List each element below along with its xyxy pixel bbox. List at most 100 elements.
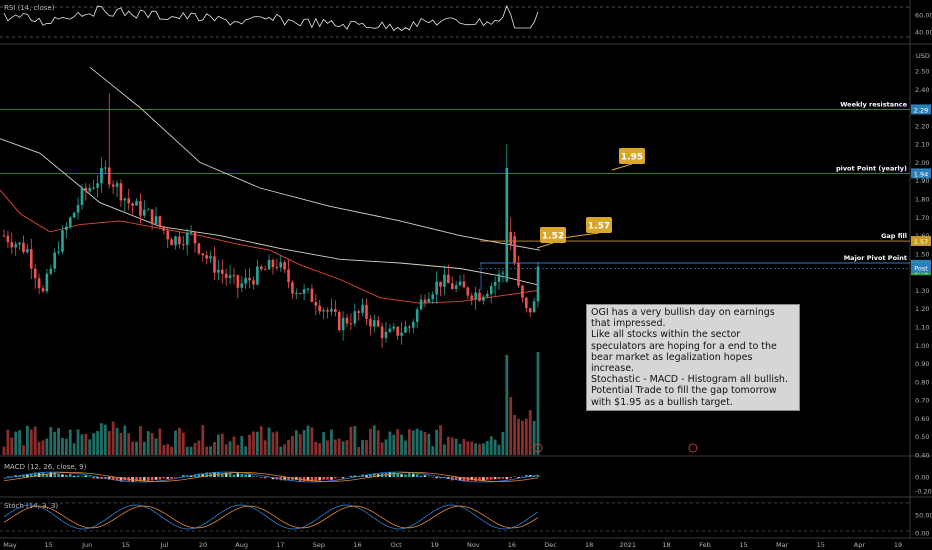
note-line-2: Like all stocks within the sector specul… <box>591 329 777 375</box>
volume-bar <box>493 439 497 455</box>
volume-bar <box>279 446 283 455</box>
macd-histogram-bar <box>404 474 407 477</box>
volume-bar <box>423 431 427 455</box>
stoch-tick-label: 50.00 <box>915 512 932 520</box>
volume-bar <box>61 437 64 455</box>
volume-bar <box>166 444 170 455</box>
macd-histogram-bar <box>505 477 509 480</box>
price-tag-label: Post <box>914 265 928 273</box>
candle-body <box>302 289 306 294</box>
volume-bar <box>72 443 76 455</box>
volume-bar <box>446 436 450 455</box>
candle-body <box>76 205 80 213</box>
candle-body <box>408 326 411 328</box>
candle-body <box>396 326 399 336</box>
candle-body <box>84 187 88 192</box>
volume-bar <box>37 441 41 455</box>
volume-bar <box>396 429 400 455</box>
macd-histogram-bar <box>415 474 419 477</box>
candle-body <box>244 277 247 284</box>
candle-body <box>57 251 60 253</box>
macd-histogram-bar <box>489 477 493 480</box>
volume-bar <box>267 427 271 455</box>
volume-bar <box>107 431 111 455</box>
volume-bar <box>170 446 174 455</box>
candle-body <box>486 294 489 297</box>
candle-body <box>256 266 259 285</box>
volume-bar <box>244 446 248 455</box>
volume-bar <box>400 434 403 455</box>
macd-histogram-bar <box>252 476 255 477</box>
macd-histogram-bar <box>240 474 244 477</box>
volume-bar <box>185 446 189 455</box>
rsi-label: RSI (14, close) <box>4 4 55 12</box>
candle-body <box>458 281 462 286</box>
volume-bar <box>135 441 138 455</box>
candle-body <box>291 282 294 294</box>
candle-body <box>376 320 380 327</box>
volume-bar <box>489 436 493 455</box>
macd-histogram-bar <box>174 477 177 478</box>
candle-body <box>415 309 419 322</box>
price-tag-box <box>911 236 931 247</box>
macd-histogram-bar <box>408 473 411 477</box>
candle-body <box>18 242 21 245</box>
time-tick-label: 16 <box>508 541 516 549</box>
candle-body <box>478 292 481 301</box>
candle-body <box>72 212 76 218</box>
macd-label: MACD (12, 26, close, 9) <box>4 463 87 471</box>
volume-bar <box>454 438 458 455</box>
ma-50-line <box>0 189 539 304</box>
volume-bar <box>333 439 337 455</box>
callout-gap: 1.57 <box>588 222 610 232</box>
price-tick-label: 1.90 <box>915 177 929 185</box>
candle-body <box>365 304 368 320</box>
macd-histogram-bar <box>372 473 376 477</box>
volume-bar <box>41 440 45 455</box>
volume-bar <box>252 431 255 455</box>
price-tick-label: 1.80 <box>915 196 929 204</box>
volume-bar <box>236 444 240 455</box>
volume-bar <box>14 431 18 455</box>
candle-body <box>119 183 123 201</box>
macd-histogram-bar <box>256 476 259 477</box>
volume-bar <box>228 441 232 455</box>
candle-body <box>88 188 92 192</box>
volume-bar <box>372 425 376 455</box>
volume-bar <box>353 426 357 455</box>
volume-bar <box>462 439 466 455</box>
volume-bar <box>197 440 201 455</box>
volume-bar <box>431 446 435 455</box>
rsi-tick-label: 60.00 <box>915 12 932 20</box>
candle-body <box>482 296 485 301</box>
macd-histogram-bar <box>197 473 201 477</box>
macd-histogram-bar <box>92 477 95 479</box>
stoch-label: Stoch (14, 3, 3) <box>4 502 58 510</box>
key-level-label: pivot Point (yearly) <box>836 164 907 172</box>
price-tick-label: 1.30 <box>915 287 929 295</box>
volume-bar <box>25 425 29 455</box>
candle-body <box>267 260 271 270</box>
macd-histogram-bar <box>302 477 306 482</box>
macd-histogram-bar <box>536 475 540 477</box>
candle-body <box>107 167 111 185</box>
candle-body <box>521 285 524 298</box>
candle-body <box>220 269 224 274</box>
candle-body <box>53 252 56 269</box>
macd-histogram-bar <box>392 472 396 477</box>
time-tick-label: 2021 <box>619 541 636 549</box>
candle-body <box>318 305 322 312</box>
volume-bar <box>450 437 454 455</box>
macd-histogram-bar <box>61 474 64 477</box>
callout-entry-box <box>540 227 566 243</box>
macd-histogram-bar <box>287 477 290 481</box>
macd-histogram-bar <box>462 477 466 482</box>
macd-histogram-bar <box>146 477 150 481</box>
macd-histogram-bar <box>166 477 170 479</box>
candle-body <box>275 267 279 269</box>
volume-bar <box>380 442 384 455</box>
candle-body <box>372 320 376 327</box>
time-tick-label: 18 <box>662 541 670 549</box>
macd-histogram-bar <box>26 474 29 477</box>
